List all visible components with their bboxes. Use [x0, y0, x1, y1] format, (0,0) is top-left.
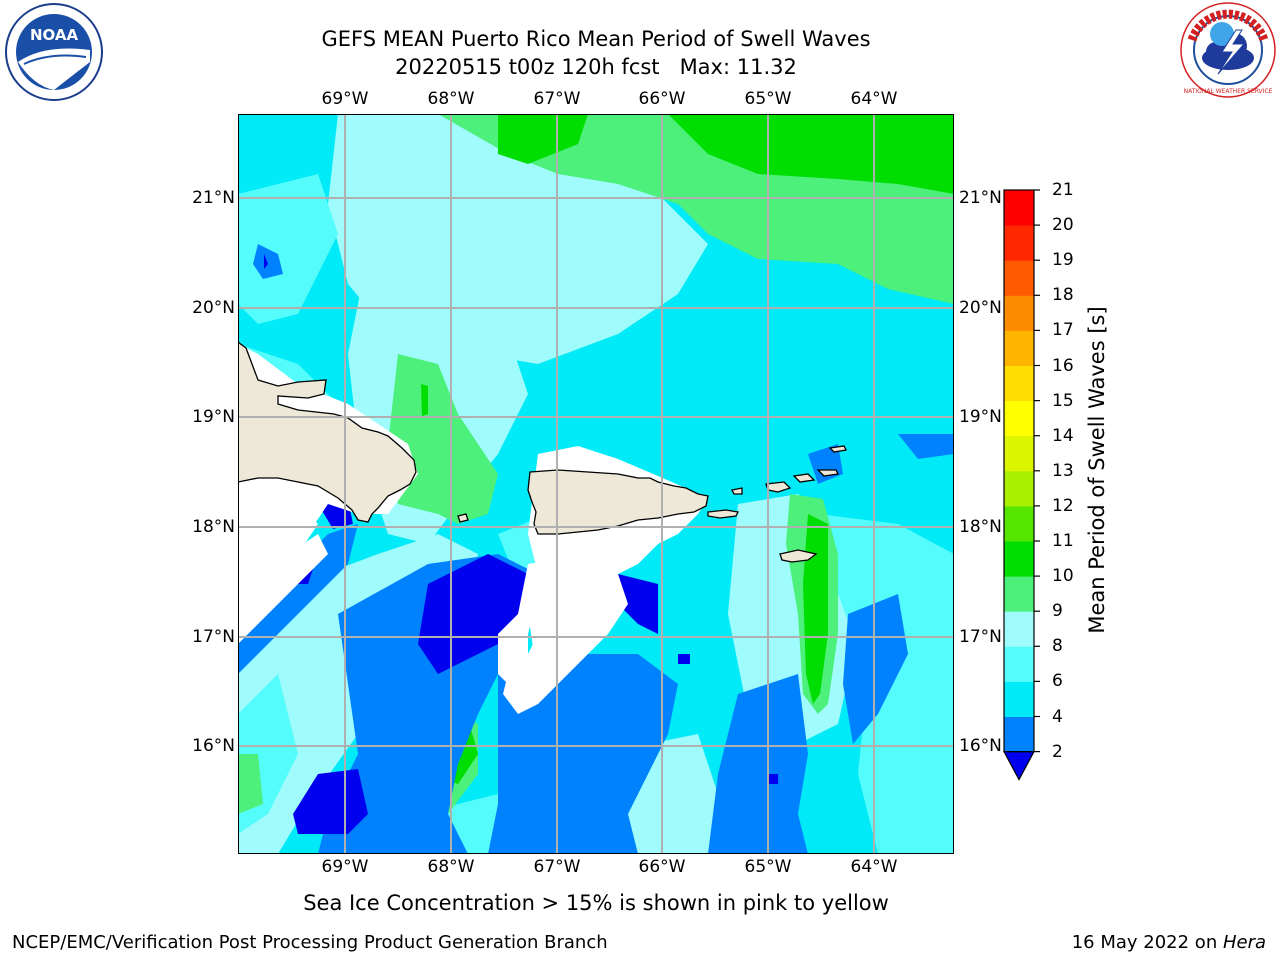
st-croix-island [779, 549, 818, 563]
anegada-island [828, 445, 847, 453]
colorbar-tick-label: 6 [1052, 671, 1063, 692]
vieques-island [707, 509, 739, 519]
colorbar-tick-label: 12 [1052, 495, 1074, 516]
colorbar-tick-label: 17 [1052, 320, 1074, 341]
colorbar-tick-label: 10 [1052, 566, 1074, 587]
footer-date-text: 16 May 2022 on [1071, 932, 1223, 953]
lat-label-right: 16°N [959, 736, 1002, 756]
lon-label-top: 68°W [427, 89, 475, 109]
colorbar-label: Mean Period of Swell Waves [s] [1085, 306, 1109, 634]
lat-label-left: 18°N [192, 517, 235, 537]
hispaniola-landmass [238, 341, 417, 523]
lon-label-top: 67°W [533, 89, 581, 109]
lat-label-left: 19°N [192, 407, 235, 427]
footer-branch: NCEP/EMC/Verification Post Processing Pr… [12, 932, 608, 953]
lat-label-right: 18°N [959, 517, 1002, 537]
lat-label-right: 19°N [959, 407, 1002, 427]
lon-label-top: 66°W [638, 89, 686, 109]
swell-period-map [238, 114, 954, 854]
lon-label-bottom: 64°W [850, 857, 898, 877]
nws-logo: NATIONAL WEATHER SERVICE [1178, 0, 1278, 104]
colorbar [1000, 186, 1050, 790]
colorbar-tick-label: 14 [1052, 425, 1074, 446]
lon-label-bottom: 65°W [744, 857, 792, 877]
lon-label-top: 65°W [744, 89, 792, 109]
lat-label-left: 20°N [192, 298, 235, 318]
colorbar-tick-label: 21 [1052, 180, 1074, 200]
contour-fill-2-4s [264, 254, 778, 834]
colorbar-segment [1004, 505, 1034, 542]
colorbar-segment [1004, 541, 1034, 577]
colorbar-segment [1004, 225, 1034, 261]
lon-label-bottom: 68°W [427, 857, 475, 877]
colorbar-tick-label: 19 [1052, 250, 1074, 271]
colorbar-segment [1004, 681, 1034, 717]
lat-label-left: 16°N [192, 736, 235, 756]
lon-label-bottom: 69°W [321, 857, 369, 877]
colorbar-segment [1004, 716, 1034, 753]
noaa-logo-text: NOAA [30, 26, 79, 44]
colorbar-tick-label: 9 [1052, 601, 1063, 622]
colorbar-segment [1004, 330, 1034, 366]
colorbar-tick-label: 4 [1052, 706, 1063, 727]
colorbar-segment [1004, 260, 1034, 296]
colorbar-tick-label: 20 [1052, 215, 1074, 236]
colorbar-segment [1004, 190, 1034, 226]
virgin-islands [816, 469, 839, 477]
colorbar-segment [1004, 611, 1034, 647]
sea-ice-note: Sea Ice Concentration > 15% is shown in … [303, 891, 889, 915]
colorbar-tick-label: 15 [1052, 390, 1074, 411]
colorbar-tick-label: 8 [1052, 636, 1063, 657]
colorbar-segment [1004, 400, 1034, 437]
colorbar-tick-label: 11 [1052, 531, 1074, 551]
colorbar-segment [1004, 295, 1034, 331]
colorbar-tick-label: 2 [1052, 741, 1063, 762]
lat-label-left: 21°N [192, 188, 235, 208]
lat-label-right: 20°N [959, 298, 1002, 318]
lat-label-left: 17°N [192, 627, 235, 647]
colorbar-tick-label: 13 [1052, 460, 1074, 481]
lat-label-right: 17°N [959, 627, 1002, 647]
mona-island [457, 513, 469, 523]
lon-label-bottom: 66°W [638, 857, 686, 877]
virgin-islands [765, 481, 792, 493]
noaa-logo: NOAA [4, 2, 104, 106]
gridlines [238, 114, 954, 854]
map-subtitle: 20220515 t00z 120h fcst Max: 11.32 [395, 55, 797, 79]
lon-label-bottom: 67°W [533, 857, 581, 877]
colorbar-segment [1004, 435, 1034, 472]
colorbar-tick-label: 16 [1052, 355, 1074, 376]
colorbar-segment [1004, 365, 1034, 402]
virgin-islands [792, 473, 816, 483]
lon-label-top: 69°W [321, 89, 369, 109]
nws-logo-text: NATIONAL WEATHER SERVICE [1184, 88, 1273, 95]
lon-label-top: 64°W [850, 89, 898, 109]
footer-date: 16 May 2022 on Hera [1072, 932, 1266, 953]
colorbar-tick-label: 18 [1052, 285, 1074, 306]
colorbar-segment [1004, 646, 1034, 682]
map-title: GEFS MEAN Puerto Rico Mean Period of Swe… [321, 27, 871, 51]
colorbar-segment [1004, 576, 1034, 612]
culebra-island [731, 487, 743, 495]
colorbar-extend-triangle [1002, 751, 1036, 781]
lat-label-right: 21°N [959, 188, 1002, 208]
colorbar-segment [1004, 470, 1034, 507]
footer-host: Hera [1222, 932, 1266, 953]
